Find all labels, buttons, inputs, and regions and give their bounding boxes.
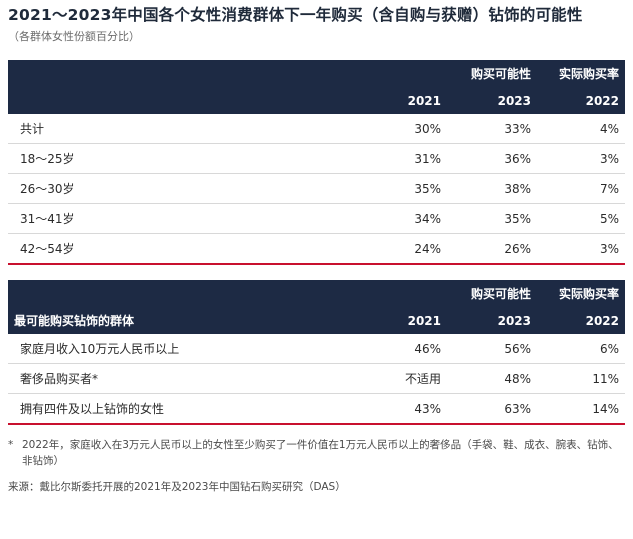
table1-year-header-row: 2021 2023 2022 <box>8 87 626 114</box>
table1-row-header <box>8 87 320 114</box>
cell-2023: 48% <box>447 363 538 394</box>
footnote-mark: * <box>8 439 14 451</box>
cell-2023: 36% <box>447 143 538 174</box>
table2-actual-rate-header: 实际购买率 <box>537 280 626 307</box>
cell-2022: 14% <box>537 393 626 425</box>
table-row: 奢侈品购买者* 不适用 48% 11% <box>8 363 626 394</box>
row-label: 18～25岁 <box>8 143 320 174</box>
row-label: 奢侈品购买者* <box>8 363 320 394</box>
table2-likelihood-header: 购买可能性 <box>320 280 538 307</box>
cell-2023: 35% <box>447 203 538 234</box>
likely-buyer-groups-table: 购买可能性 实际购买率 最可能购买钻饰的群体 2021 2023 2022 家庭… <box>8 280 626 425</box>
table2-row-header-blank <box>8 280 320 307</box>
cell-2022: 6% <box>537 334 626 364</box>
row-label: 家庭月收入10万元人民币以上 <box>8 334 320 364</box>
footnote-text: 2022年，家庭收入在3万元人民币以上的女性至少购买了一件价值在1万元人民币以上… <box>22 439 619 467</box>
table1-year-2021: 2021 <box>320 87 447 114</box>
cell-2022: 3% <box>537 233 626 265</box>
cell-2023: 38% <box>447 173 538 204</box>
cell-2021: 24% <box>320 233 447 265</box>
cell-2022: 3% <box>537 143 626 174</box>
row-label: 42～54岁 <box>8 233 320 265</box>
row-label: 拥有四件及以上钻饰的女性 <box>8 393 320 425</box>
table1-year-2022: 2022 <box>537 87 626 114</box>
cell-2023: 26% <box>447 233 538 265</box>
table2-row-header: 最可能购买钻饰的群体 <box>8 307 320 334</box>
cell-2021: 31% <box>320 143 447 174</box>
cell-2021: 不适用 <box>320 363 447 394</box>
page-title: 2021～2023年中国各个女性消费群体下一年购买（含自购与获赠）钻饰的可能性 <box>8 6 583 24</box>
cell-2022: 7% <box>537 173 626 204</box>
cell-2022: 11% <box>537 363 626 394</box>
cell-2023: 33% <box>447 114 538 144</box>
table-row: 共计 30% 33% 4% <box>8 114 626 144</box>
table-row: 26～30岁 35% 38% 7% <box>8 173 626 204</box>
cell-2021: 43% <box>320 393 447 425</box>
table2-year-2022: 2022 <box>537 307 626 334</box>
table-row: 家庭月收入10万元人民币以上 46% 56% 6% <box>8 334 626 364</box>
table1-likelihood-header: 购买可能性 <box>320 60 538 87</box>
cell-2021: 30% <box>320 114 447 144</box>
cell-2021: 46% <box>320 334 447 364</box>
table-row: 18～25岁 31% 36% 3% <box>8 143 626 174</box>
table1-group-header-row: 购买可能性 实际购买率 <box>8 60 626 87</box>
row-label: 31～41岁 <box>8 203 320 234</box>
cell-2021: 34% <box>320 203 447 234</box>
cell-2023: 56% <box>447 334 538 364</box>
likelihood-by-age-table: 购买可能性 实际购买率 2021 2023 2022 共计 30% 33% 4%… <box>8 60 626 265</box>
table1-year-2023: 2023 <box>447 87 538 114</box>
cell-2022: 4% <box>537 114 626 144</box>
cell-2023: 63% <box>447 393 538 425</box>
source-note: 来源：戴比尔斯委托开展的2021年及2023年中国钻石购买研究（DAS） <box>8 481 346 493</box>
cell-2022: 5% <box>537 203 626 234</box>
table1-row-header-blank <box>8 60 320 87</box>
table1-actual-rate-header: 实际购买率 <box>537 60 626 87</box>
table-row: 42～54岁 24% 26% 3% <box>8 233 626 265</box>
footnote: * 2022年，家庭收入在3万元人民币以上的女性至少购买了一件价值在1万元人民币… <box>8 437 625 469</box>
table-row: 31～41岁 34% 35% 5% <box>8 203 626 234</box>
page-subtitle: （各群体女性份额百分比） <box>8 30 140 43</box>
table-row: 拥有四件及以上钻饰的女性 43% 63% 14% <box>8 393 626 425</box>
row-label: 26～30岁 <box>8 173 320 204</box>
table2-year-header-row: 最可能购买钻饰的群体 2021 2023 2022 <box>8 307 626 334</box>
row-label: 共计 <box>8 114 320 144</box>
cell-2021: 35% <box>320 173 447 204</box>
table2-year-2021: 2021 <box>320 307 447 334</box>
table2-year-2023: 2023 <box>447 307 538 334</box>
table2-group-header-row: 购买可能性 实际购买率 <box>8 280 626 307</box>
